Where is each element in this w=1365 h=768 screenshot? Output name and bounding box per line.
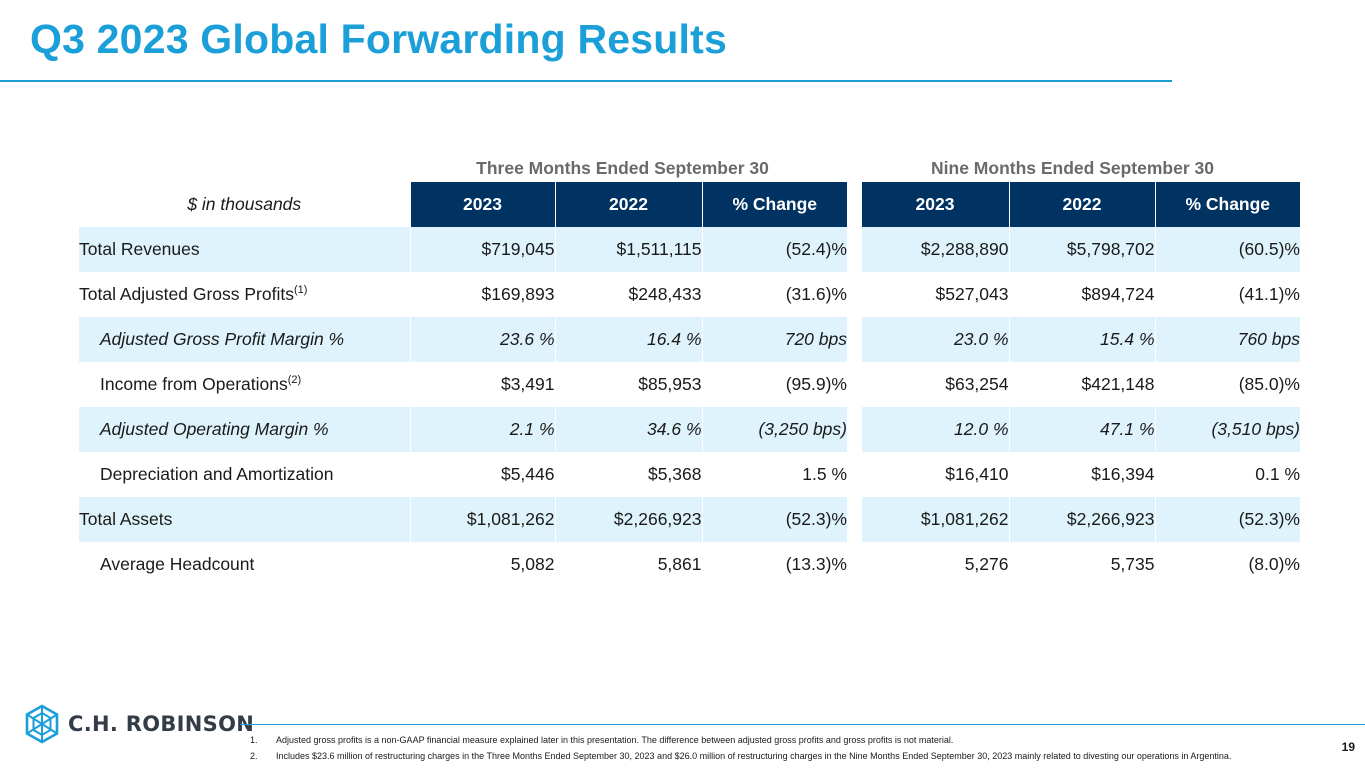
row-label: Adjusted Operating Margin % [79, 407, 410, 452]
row-label: Total Adjusted Gross Profits(1) [79, 284, 308, 304]
cell-value: 12.0 % [860, 407, 1009, 452]
column-gap [847, 272, 861, 317]
cell-value: $248,433 [554, 272, 702, 317]
cell-value: $894,724 [1008, 272, 1155, 317]
cell-value: $1,081,262 [860, 497, 1009, 542]
table-row: Total Revenues $719,045 $1,511,115 (52.4… [79, 227, 1300, 272]
cell-value: $16,394 [1008, 452, 1155, 497]
units-label: $ in thousands [79, 182, 410, 227]
cell-value: (95.9)% [701, 362, 847, 407]
cell-value: $2,266,923 [554, 497, 702, 542]
cell-value: 23.0 % [860, 317, 1009, 362]
table-row: Income from Operations(2) $3,491 $85,953… [79, 362, 1300, 407]
cell-value: 47.1 % [1008, 407, 1155, 452]
footer-divider [240, 724, 1365, 725]
col-header-9m-change: % Change [1154, 182, 1300, 227]
footnote-number: 2. [250, 751, 258, 761]
col-header-9m-2023: 2023 [860, 182, 1009, 227]
column-gap [847, 452, 861, 497]
cell-value: $1,081,262 [409, 497, 555, 542]
cell-value: 5,735 [1008, 542, 1155, 587]
page-title: Q3 2023 Global Forwarding Results [30, 16, 727, 62]
table-row: Depreciation and Amortization $5,446 $5,… [79, 452, 1300, 497]
cell-value: 2.1 % [409, 407, 555, 452]
cell-value: (41.1)% [1154, 272, 1300, 317]
results-table: $ in thousands 2023 2022 % Change 2023 2… [79, 182, 1300, 587]
footnote: 2. Includes $23.6 million of restructuri… [250, 748, 1231, 764]
cell-value: $421,148 [1008, 362, 1155, 407]
cell-value: $5,446 [409, 452, 555, 497]
cell-value: (52.3)% [1154, 497, 1300, 542]
table-header-row: $ in thousands 2023 2022 % Change 2023 2… [79, 182, 1300, 227]
row-label: Average Headcount [100, 554, 255, 574]
cell-value: 5,861 [554, 542, 702, 587]
col-header-3m-2023: 2023 [409, 182, 555, 227]
cell-value: $527,043 [860, 272, 1009, 317]
logo-wordmark: C.H. ROBINSON [68, 712, 255, 736]
nine-months-header: Nine Months Ended September 30 [931, 158, 1214, 178]
cell-value: (3,250 bps) [701, 407, 847, 452]
cell-value: 760 bps [1154, 317, 1300, 362]
cell-value: 23.6 % [409, 317, 555, 362]
cell-value: (3,510 bps) [1154, 407, 1300, 452]
cell-value: 15.4 % [1008, 317, 1155, 362]
cell-value: $2,266,923 [1008, 497, 1155, 542]
cell-value: $16,410 [860, 452, 1009, 497]
col-header-3m-2022: 2022 [554, 182, 702, 227]
cell-value: (13.3)% [701, 542, 847, 587]
table-row: Total Assets $1,081,262 $2,266,923 (52.3… [79, 497, 1300, 542]
cell-value: $5,368 [554, 452, 702, 497]
footnote: 1. Adjusted gross profits is a non-GAAP … [250, 732, 1231, 748]
table-row: Adjusted Gross Profit Margin % 23.6 % 16… [79, 317, 1300, 362]
table-row: Total Adjusted Gross Profits(1) $169,893… [79, 272, 1300, 317]
row-label: Adjusted Gross Profit Margin % [79, 317, 410, 362]
row-label: Total Assets [79, 497, 410, 542]
row-label: Income from Operations(2) [100, 374, 302, 394]
footnote-number: 1. [250, 735, 258, 745]
cell-value: 5,276 [860, 542, 1009, 587]
title-divider [0, 80, 1172, 82]
cell-value: (52.4)% [701, 227, 847, 272]
three-months-header: Three Months Ended September 30 [476, 158, 769, 178]
footnotes: 1. Adjusted gross profits is a non-GAAP … [250, 732, 1231, 764]
column-gap [847, 317, 861, 362]
cell-value: (85.0)% [1154, 362, 1300, 407]
cell-value: 720 bps [701, 317, 847, 362]
table-row: Adjusted Operating Margin % 2.1 % 34.6 %… [79, 407, 1300, 452]
cell-value: (8.0)% [1154, 542, 1300, 587]
cell-value: 1.5 % [701, 452, 847, 497]
cell-value: 5,082 [409, 542, 555, 587]
cell-value: (52.3)% [701, 497, 847, 542]
cell-value: $5,798,702 [1008, 227, 1155, 272]
col-header-3m-change: % Change [701, 182, 847, 227]
column-gap [847, 362, 861, 407]
column-gap [847, 227, 861, 272]
page-number: 19 [1341, 740, 1355, 754]
cell-value: (31.6)% [701, 272, 847, 317]
cell-value: $2,288,890 [860, 227, 1009, 272]
cell-value: 34.6 % [554, 407, 702, 452]
cell-value: (60.5)% [1154, 227, 1300, 272]
row-label: Depreciation and Amortization [100, 464, 334, 484]
cell-value: $85,953 [554, 362, 702, 407]
cube-logo-icon [25, 704, 59, 744]
col-header-9m-2022: 2022 [1008, 182, 1155, 227]
cell-value: $3,491 [409, 362, 555, 407]
column-gap [847, 542, 861, 587]
cell-value: 0.1 % [1154, 452, 1300, 497]
footnote-text: Adjusted gross profits is a non-GAAP fin… [276, 735, 954, 745]
footnote-text: Includes $23.6 million of restructuring … [276, 751, 1232, 761]
table-row: Average Headcount 5,082 5,861 (13.3)% 5,… [79, 542, 1300, 587]
cell-value: $719,045 [409, 227, 555, 272]
cell-value: $1,511,115 [554, 227, 702, 272]
row-label: Total Revenues [79, 227, 410, 272]
column-gap [847, 497, 861, 542]
cell-value: $63,254 [860, 362, 1009, 407]
company-logo: C.H. ROBINSON [24, 704, 254, 744]
column-gap [847, 407, 861, 452]
column-gap [847, 182, 861, 227]
cell-value: 16.4 % [554, 317, 702, 362]
cell-value: $169,893 [409, 272, 555, 317]
